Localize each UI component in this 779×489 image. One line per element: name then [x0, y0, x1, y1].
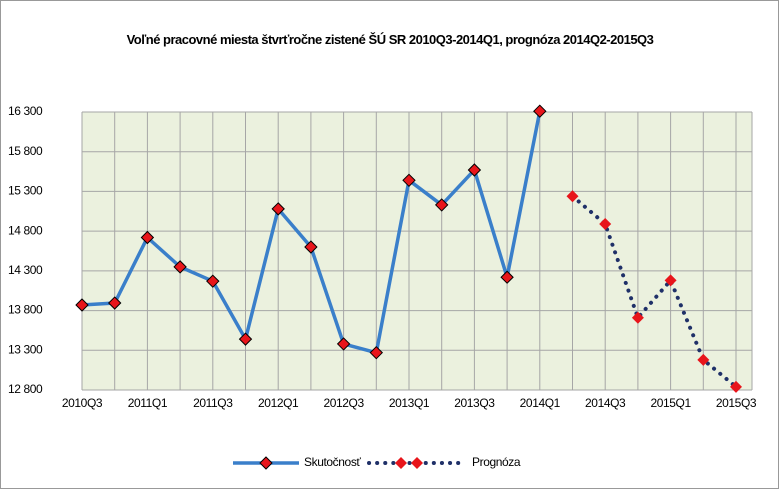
point-marker	[500, 270, 514, 284]
series-line	[570, 194, 738, 389]
y-tick-label: 14 300	[8, 263, 43, 277]
point-marker	[664, 274, 677, 287]
point-marker	[467, 163, 482, 177]
point-marker	[206, 274, 220, 288]
x-tick-label: 2010Q3	[62, 396, 103, 410]
x-tick-label: 2011Q1	[128, 396, 168, 410]
x-tick-label: 2011Q3	[193, 396, 233, 410]
point-marker	[566, 190, 579, 203]
legend-marker	[411, 457, 423, 469]
x-tick-label: 2015Q1	[650, 396, 691, 410]
point-marker	[434, 198, 449, 212]
point-marker	[140, 230, 155, 245]
x-tick-label: 2014Q3	[585, 396, 626, 410]
point-marker	[107, 296, 122, 310]
plot-area	[82, 112, 752, 390]
point-marker	[75, 298, 89, 312]
point-marker	[304, 240, 318, 254]
x-tick-label: 2014Q1	[520, 396, 561, 410]
point-marker	[697, 353, 710, 366]
x-tick-label: 2015Q3	[716, 396, 757, 410]
y-tick-label: 16 300	[8, 104, 43, 118]
point-marker	[173, 260, 187, 274]
legend-marker	[395, 457, 407, 469]
y-tick-label: 13 300	[8, 342, 43, 356]
legend-label: Prognóza	[472, 455, 521, 469]
point-marker	[533, 104, 547, 118]
y-tick-label: 12 800	[8, 382, 43, 396]
y-tick-label: 13 800	[8, 303, 43, 317]
x-tick-label: 2012Q1	[258, 396, 299, 410]
x-tick-label: 2013Q3	[454, 396, 495, 410]
point-marker	[402, 173, 416, 188]
chart-title: Voľné pracovné miesta štvrťročne zistené…	[126, 32, 654, 47]
legend-label: Skutočnosť	[304, 455, 361, 469]
y-tick-label: 14 800	[8, 223, 43, 237]
legend-marker	[259, 456, 273, 470]
point-marker	[369, 345, 384, 360]
x-tick-label: 2012Q3	[323, 396, 364, 410]
point-marker	[336, 337, 351, 351]
point-marker	[271, 202, 285, 216]
point-marker	[631, 311, 644, 324]
point-marker	[238, 332, 253, 346]
point-marker	[599, 217, 612, 230]
point-marker	[730, 380, 742, 393]
x-tick-label: 2013Q1	[389, 396, 430, 410]
y-tick-label: 15 300	[8, 184, 43, 198]
y-tick-label: 15 800	[8, 144, 43, 158]
